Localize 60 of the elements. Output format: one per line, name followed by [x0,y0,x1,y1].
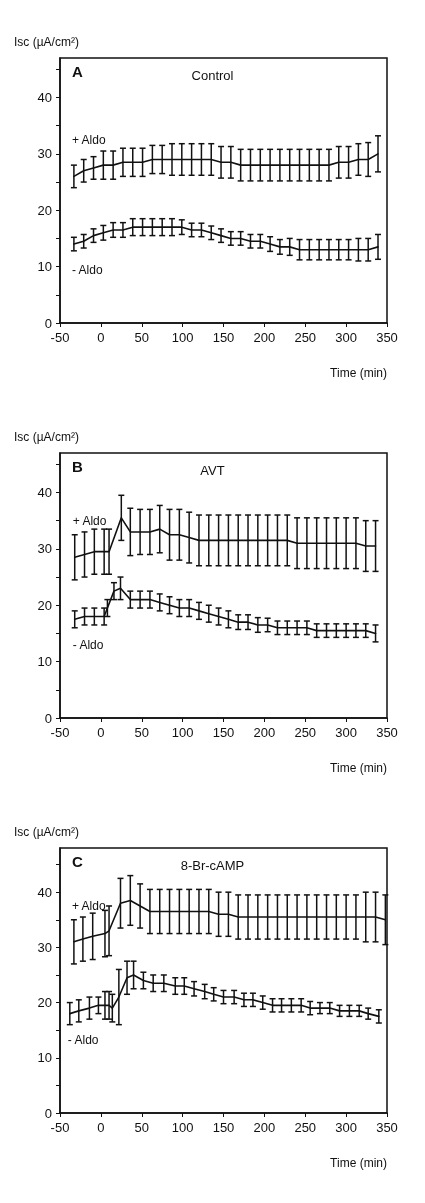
y-axis-title: Isc (µA/cm²) [14,430,79,444]
text: Control [191,68,234,83]
y-tick-label: 20 [37,995,52,1011]
series-label: + Aldo [72,514,107,529]
x-tick-label: 250 [294,330,317,345]
x-tick-label: 0 [97,725,105,740]
x-tick-label: 0 [97,1120,105,1135]
x-tick-label: -50 [50,330,70,345]
y-tick-label: 40 [37,89,52,105]
series-label: - Aldo [67,1032,99,1047]
x-tick-label: 100 [171,1120,194,1135]
y-axis-title: Isc (µA/cm²) [14,35,79,49]
x-tick-label: 200 [253,1120,276,1135]
x-tick-label: 300 [335,330,357,345]
x-tick-label: 50 [134,725,149,740]
y-tick-label: 40 [37,484,52,500]
x-tick-label: 50 [134,330,149,345]
series-label: + Aldo [71,898,106,913]
x-tick-label: 200 [253,725,276,740]
x-tick-label: 50 [134,1120,149,1135]
x-axis-title: Time (min) [330,1156,387,1170]
y-axis-title: Isc (µA/cm²) [14,825,79,839]
x-tick-label: 150 [212,1120,235,1135]
x-tick-label: 300 [335,1120,357,1135]
y-tick-label: 20 [37,202,52,218]
x-tick-label: 100 [171,330,194,345]
x-tick-label: 250 [294,1120,317,1135]
series-label: - Aldo [71,263,103,278]
x-tick-label: 200 [253,330,276,345]
x-tick-label: 350 [376,330,398,345]
y-tick-label: 40 [37,884,52,900]
annotation: A [72,63,83,80]
text: AVT [200,463,225,478]
series-label: - Aldo [72,638,104,653]
x-tick-label: 0 [97,330,105,345]
x-axis-title: Time (min) [330,761,387,775]
annotation: C [72,853,83,870]
y-tick-label: 10 [37,1050,52,1066]
x-tick-label: 350 [376,1120,398,1135]
x-tick-label: 250 [294,725,317,740]
y-tick-label: 10 [37,654,52,670]
x-tick-label: 150 [212,725,235,740]
x-tick-label: 150 [212,330,235,345]
y-tick-label: 20 [37,597,52,613]
text: 8-Br-cAMP [180,858,245,873]
y-tick-label: 30 [37,146,52,162]
y-tick-label: 30 [37,541,52,557]
annotation: B [72,458,83,475]
y-tick-label: 30 [37,939,52,955]
y-tick-label: 0 [44,1105,52,1121]
series-label: + Aldo [71,133,106,148]
y-tick-label: 0 [44,315,52,331]
x-axis-title: Time (min) [330,366,387,380]
x-tick-label: 100 [171,725,194,740]
x-tick-label: -50 [50,1120,70,1135]
y-tick-label: 0 [44,710,52,726]
y-tick-label: 10 [37,259,52,275]
x-tick-label: -50 [50,725,70,740]
x-tick-label: 350 [376,725,398,740]
x-tick-label: 300 [335,725,357,740]
